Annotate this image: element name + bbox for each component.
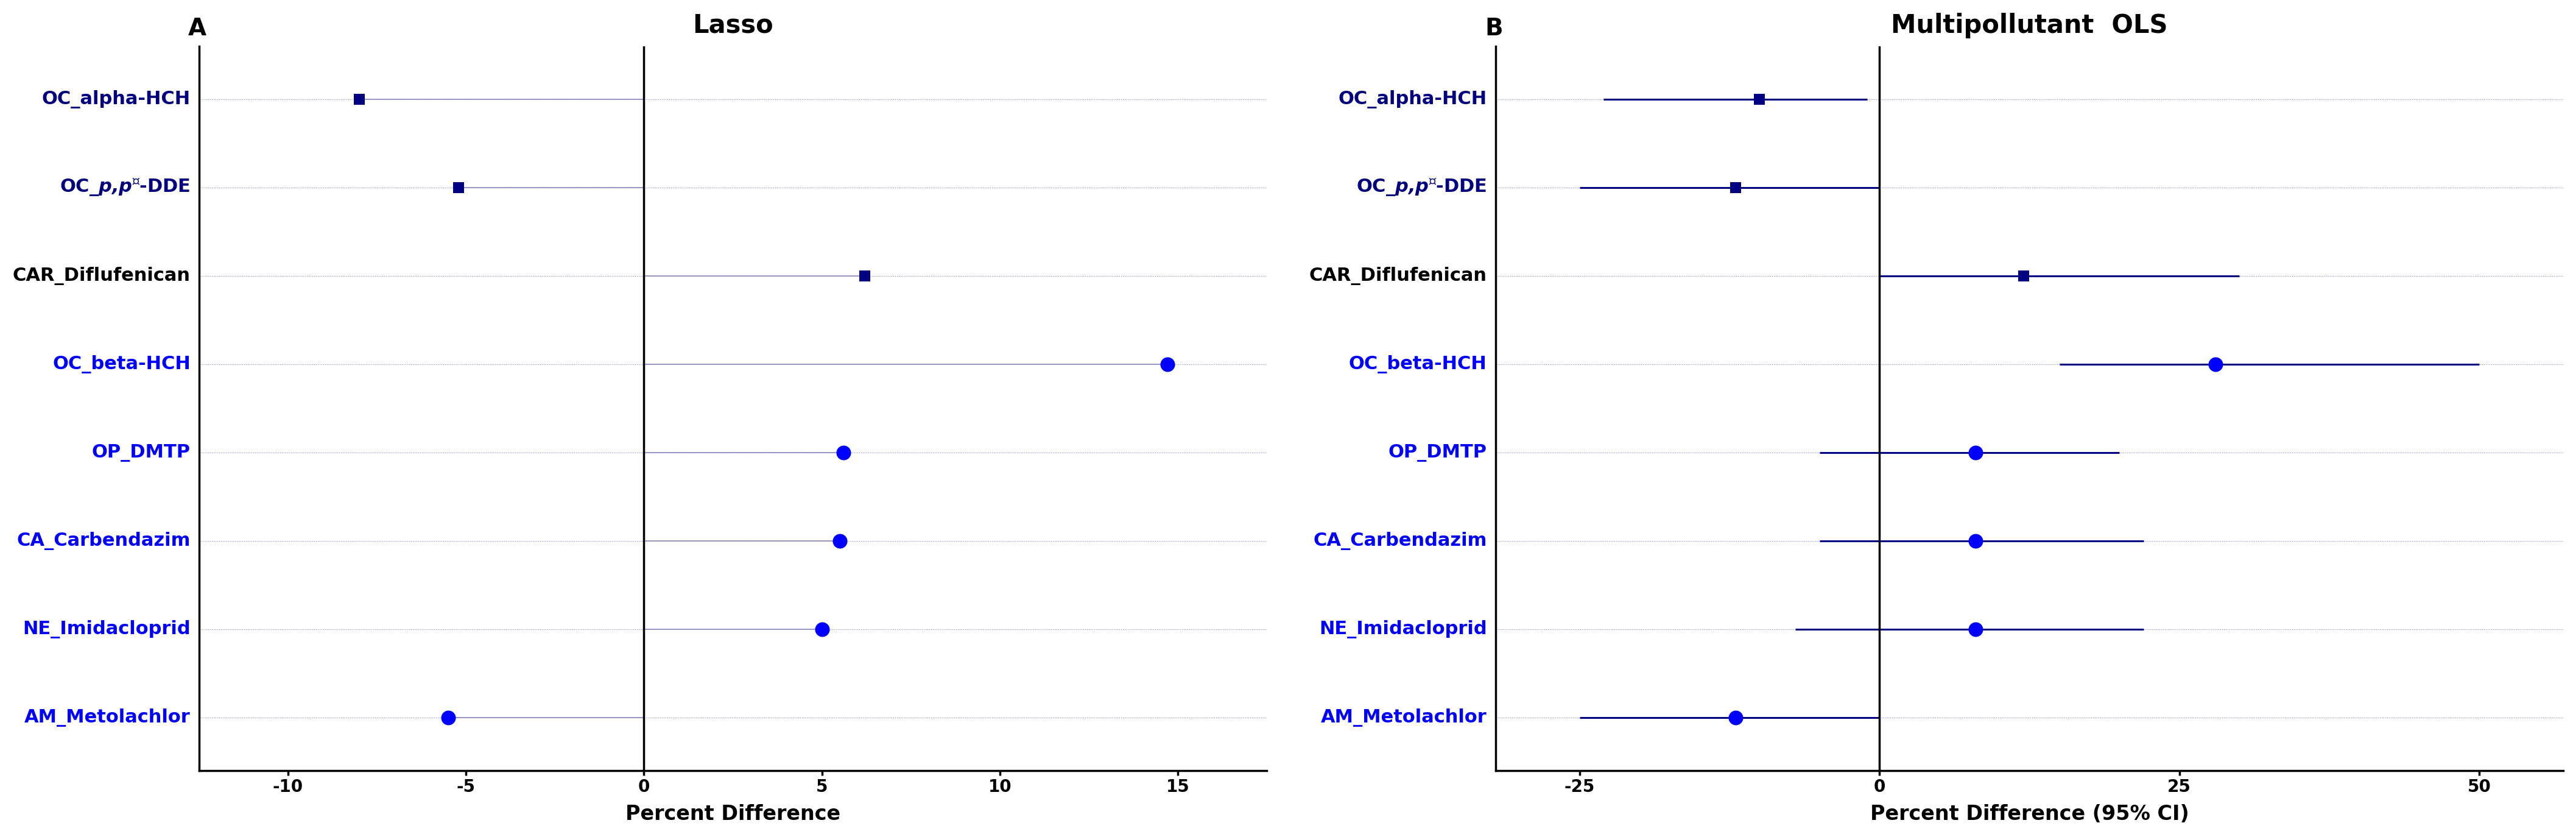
Point — [1955, 623, 1996, 636]
Point — [2002, 270, 2043, 283]
Point — [428, 711, 469, 724]
Point — [819, 534, 860, 547]
Point — [1716, 711, 1757, 724]
Text: CA_Carbendazim: CA_Carbendazim — [15, 531, 191, 550]
Title: Lasso: Lasso — [693, 13, 773, 39]
Title: Multipollutant  OLS: Multipollutant OLS — [1891, 13, 2169, 39]
Text: NE_Imidacloprid: NE_Imidacloprid — [23, 620, 191, 639]
Point — [1955, 446, 1996, 460]
Point — [822, 446, 863, 460]
Text: CAR_Diflufenican: CAR_Diflufenican — [13, 267, 191, 285]
Point — [801, 623, 842, 636]
Text: OP_DMTP: OP_DMTP — [93, 444, 191, 461]
Text: OC_$\bfit{p{,}p'}$-DDE: OC_$\bfit{p{,}p'}$-DDE — [1358, 177, 1486, 198]
Text: OC_beta-HCH: OC_beta-HCH — [52, 355, 191, 373]
Text: A: A — [188, 18, 206, 40]
Text: CAR_Diflufenican: CAR_Diflufenican — [1309, 267, 1486, 285]
Text: B: B — [1484, 18, 1502, 40]
Point — [438, 181, 479, 194]
Text: OP_DMTP: OP_DMTP — [1388, 444, 1486, 461]
X-axis label: Percent Difference: Percent Difference — [626, 804, 840, 824]
Text: OC_beta-HCH: OC_beta-HCH — [1350, 355, 1486, 373]
Point — [337, 93, 379, 106]
Point — [1955, 534, 1996, 547]
X-axis label: Percent Difference (95% CI): Percent Difference (95% CI) — [1870, 804, 2190, 824]
Point — [1146, 357, 1188, 371]
Text: AM_Metolachlor: AM_Metolachlor — [1321, 708, 1486, 727]
Text: OC_$\bfit{p{,}p'}$-DDE: OC_$\bfit{p{,}p'}$-DDE — [59, 177, 191, 198]
Text: AM_Metolachlor: AM_Metolachlor — [23, 708, 191, 727]
Point — [2195, 357, 2236, 371]
Text: OC_alpha-HCH: OC_alpha-HCH — [41, 90, 191, 109]
Text: NE_Imidacloprid: NE_Imidacloprid — [1319, 620, 1486, 639]
Point — [1716, 181, 1757, 194]
Text: OC_alpha-HCH: OC_alpha-HCH — [1340, 90, 1486, 109]
Point — [1739, 93, 1780, 106]
Text: CA_Carbendazim: CA_Carbendazim — [1314, 531, 1486, 550]
Point — [845, 270, 886, 283]
